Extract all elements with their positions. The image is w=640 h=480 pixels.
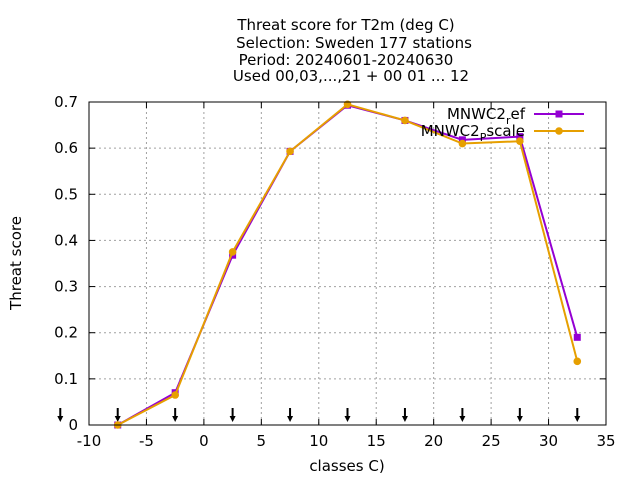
series-line [117, 103, 579, 426]
x-tick-label: 0 [199, 432, 209, 450]
plot-frame [88, 101, 607, 426]
data-point [401, 116, 409, 125]
x-tick-label: 15 [367, 432, 386, 450]
x-tick-label: 5 [257, 432, 267, 450]
y-tick-label: 0.6 [54, 139, 78, 157]
y-tick-label: 0.4 [54, 231, 78, 249]
x-tick-label: 35 [596, 432, 615, 450]
x-tick-label: 25 [482, 432, 501, 450]
chart-title: Threat score for T2m (deg C) Selection: … [233, 16, 472, 85]
series-MNWC2_Pscale [113, 100, 582, 429]
class-arrow-marker [287, 408, 294, 422]
class-arrow-marker [114, 408, 121, 422]
data-point [286, 147, 294, 156]
legend-item: MNWC2Pscale [421, 122, 584, 144]
title-line-3: Period: 20240601-20240630 [239, 51, 454, 69]
x-tick-label: 30 [539, 432, 558, 450]
data-point [458, 139, 467, 148]
y-axis-label: Threat score [7, 216, 25, 311]
y-tick-label: 0.7 [54, 93, 78, 111]
class-arrow-marker [172, 408, 179, 422]
class-arrow-marker [57, 408, 64, 422]
title-line-1: Threat score for T2m (deg C) [236, 16, 454, 34]
data-point [171, 391, 179, 399]
legend-swatch-marker [555, 127, 563, 135]
y-tick-label: 0.3 [54, 278, 78, 296]
class-arrow-marker [401, 408, 408, 422]
legend-label: MNWC2Pscale [421, 122, 525, 144]
class-arrow-marker [344, 408, 351, 422]
title-line-2: Selection: Sweden 177 stations [236, 34, 472, 52]
x-axis-label: classes C) [309, 457, 384, 475]
axis-ticks: -10 -5 0 5 10 15 20 25 30 35 0 0.1 0.2 0.3 0.4 0.5 0.6 0.… [54, 93, 615, 450]
x-tick-label: -10 [77, 432, 102, 450]
y-tick-label: 0.2 [54, 324, 78, 342]
x-tick-label: -5 [139, 432, 154, 450]
class-arrow-marker [229, 408, 236, 422]
data-point [516, 137, 524, 146]
x-tick-label: 10 [309, 432, 328, 450]
legend-swatch-marker [555, 110, 563, 118]
data-point [228, 248, 237, 256]
x-tick-label: 20 [424, 432, 443, 450]
series-line [117, 104, 579, 426]
y-tick-label: 0.1 [54, 370, 78, 388]
grid-lines [89, 102, 606, 425]
data-point [573, 357, 582, 366]
series-lines [113, 100, 582, 429]
legend-item: MNWC2ref [447, 105, 584, 127]
y-tick-label: 0 [68, 416, 78, 434]
data-point [573, 333, 581, 341]
class-arrow-marker [516, 408, 523, 422]
series-MNWC2_ref [114, 101, 581, 429]
title-line-4: Used 00,03,...,21 + 00 01 ... 12 [233, 67, 469, 85]
y-tick-label: 0.5 [54, 185, 78, 203]
class-arrow-markers [57, 408, 581, 422]
class-arrow-marker [574, 408, 581, 422]
class-arrow-marker [459, 408, 466, 422]
data-point [516, 133, 524, 141]
legend-label: MNWC2ref [447, 105, 526, 127]
